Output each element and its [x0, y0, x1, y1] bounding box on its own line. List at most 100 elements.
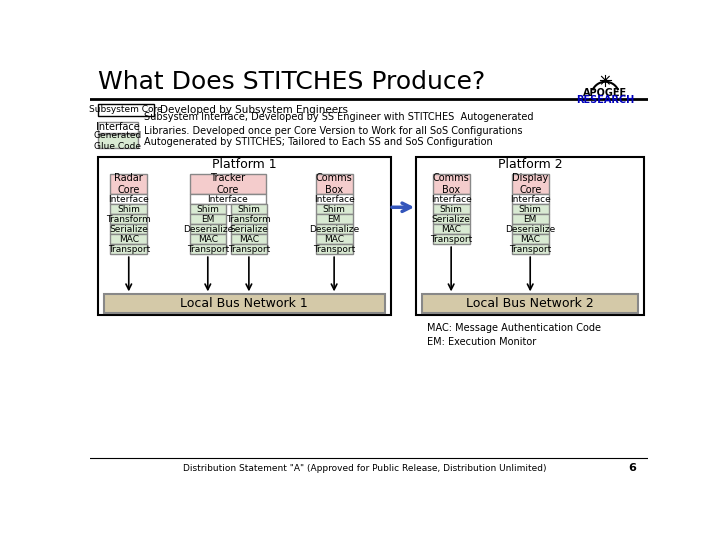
FancyBboxPatch shape [190, 194, 266, 204]
FancyBboxPatch shape [98, 122, 138, 132]
Text: MAC: MAC [119, 235, 139, 244]
Text: Autogenerated by STITCHES; Tailored to Each SS and SoS Configuration: Autogenerated by STITCHES; Tailored to E… [144, 137, 493, 147]
FancyBboxPatch shape [98, 134, 138, 148]
FancyBboxPatch shape [231, 244, 266, 254]
FancyBboxPatch shape [190, 234, 225, 244]
Text: Generated
Glue Code: Generated Glue Code [94, 131, 142, 151]
FancyBboxPatch shape [422, 294, 638, 313]
Text: Transport: Transport [186, 245, 229, 254]
Text: MAC: MAC [239, 235, 259, 244]
Text: Transport: Transport [430, 235, 472, 244]
FancyBboxPatch shape [433, 194, 469, 204]
FancyBboxPatch shape [512, 194, 549, 204]
Text: Transform: Transform [107, 215, 151, 224]
Text: Interface: Interface [96, 122, 140, 132]
Text: Transform: Transform [227, 215, 271, 224]
Text: Serialize: Serialize [432, 215, 471, 224]
Text: Local Bus Network 1: Local Bus Network 1 [180, 297, 308, 310]
Text: Display
Core: Display Core [512, 173, 549, 195]
Text: Subsystem Core: Subsystem Core [89, 105, 163, 114]
Text: Interface: Interface [207, 194, 248, 204]
Text: Transport: Transport [509, 245, 552, 254]
FancyBboxPatch shape [98, 157, 391, 315]
Text: MAC: MAC [441, 225, 461, 234]
Text: Transport: Transport [313, 245, 355, 254]
FancyBboxPatch shape [433, 214, 469, 224]
FancyBboxPatch shape [231, 234, 266, 244]
Text: Developed by Subsystem Engineers: Developed by Subsystem Engineers [160, 105, 348, 115]
Text: Shim: Shim [323, 205, 346, 214]
Text: MAC: MAC [521, 235, 540, 244]
FancyBboxPatch shape [512, 174, 549, 194]
FancyBboxPatch shape [190, 204, 225, 214]
FancyBboxPatch shape [512, 204, 549, 214]
FancyBboxPatch shape [315, 244, 353, 254]
FancyBboxPatch shape [315, 204, 353, 214]
FancyBboxPatch shape [512, 234, 549, 244]
Text: Shim: Shim [440, 205, 462, 214]
Text: Interface: Interface [431, 194, 472, 204]
Text: Distribution Statement "A" (Approved for Public Release, Distribution Unlimited): Distribution Statement "A" (Approved for… [184, 464, 547, 473]
Text: Transport: Transport [107, 245, 150, 254]
FancyBboxPatch shape [415, 157, 644, 315]
FancyBboxPatch shape [190, 224, 225, 234]
FancyBboxPatch shape [433, 224, 469, 234]
Text: Tracker
Core: Tracker Core [210, 173, 246, 195]
FancyBboxPatch shape [512, 244, 549, 254]
Text: 6: 6 [629, 463, 636, 473]
FancyBboxPatch shape [110, 214, 148, 224]
Text: Transport: Transport [228, 245, 270, 254]
Text: EM: EM [201, 215, 215, 224]
FancyBboxPatch shape [190, 214, 225, 224]
FancyBboxPatch shape [433, 234, 469, 244]
Text: What Does STITCHES Produce?: What Does STITCHES Produce? [98, 70, 485, 94]
Text: MAC: MAC [198, 235, 218, 244]
Text: Comms
Box: Comms Box [316, 173, 353, 195]
FancyBboxPatch shape [110, 174, 148, 194]
Text: Platform 2: Platform 2 [498, 158, 562, 171]
Text: Interface: Interface [510, 194, 551, 204]
FancyBboxPatch shape [104, 294, 384, 313]
Text: Deserialize: Deserialize [309, 225, 359, 234]
Text: Shim: Shim [117, 205, 140, 214]
FancyBboxPatch shape [110, 234, 148, 244]
Text: Local Bus Network 2: Local Bus Network 2 [466, 297, 594, 310]
Text: Deserialize: Deserialize [183, 225, 233, 234]
Text: Deserialize: Deserialize [505, 225, 555, 234]
Text: Platform 1: Platform 1 [212, 158, 276, 171]
FancyBboxPatch shape [315, 214, 353, 224]
Text: Radar
Core: Radar Core [114, 173, 143, 195]
FancyBboxPatch shape [231, 224, 266, 234]
Text: RESEARCH: RESEARCH [576, 95, 634, 105]
Text: MAC: Message Authentication Code
EM: Execution Monitor: MAC: Message Authentication Code EM: Exe… [427, 323, 601, 347]
FancyBboxPatch shape [110, 224, 148, 234]
FancyBboxPatch shape [110, 194, 148, 204]
Text: Serialize: Serialize [109, 225, 148, 234]
FancyBboxPatch shape [315, 174, 353, 194]
Text: APOGEE: APOGEE [583, 88, 627, 98]
FancyBboxPatch shape [231, 214, 266, 224]
FancyBboxPatch shape [433, 204, 469, 214]
Text: Shim: Shim [519, 205, 541, 214]
FancyBboxPatch shape [512, 214, 549, 224]
Text: Shim: Shim [238, 205, 261, 214]
Text: Shim: Shim [197, 205, 219, 214]
FancyBboxPatch shape [190, 244, 225, 254]
FancyBboxPatch shape [433, 174, 469, 194]
FancyBboxPatch shape [110, 244, 148, 254]
Text: Serialize: Serialize [230, 225, 269, 234]
FancyBboxPatch shape [231, 204, 266, 214]
FancyBboxPatch shape [315, 234, 353, 244]
FancyBboxPatch shape [110, 204, 148, 214]
Text: EM: EM [523, 215, 537, 224]
Text: Subsystem Interface, Developed by SS Engineer with STITCHES  Autogenerated
Libra: Subsystem Interface, Developed by SS Eng… [144, 112, 534, 136]
FancyBboxPatch shape [315, 224, 353, 234]
Text: MAC: MAC [324, 235, 344, 244]
FancyBboxPatch shape [315, 194, 353, 204]
FancyBboxPatch shape [190, 174, 266, 194]
Text: EM: EM [328, 215, 341, 224]
FancyBboxPatch shape [98, 104, 153, 116]
Text: Comms
Box: Comms Box [433, 173, 469, 195]
Text: Interface: Interface [314, 194, 354, 204]
Text: Interface: Interface [109, 194, 149, 204]
